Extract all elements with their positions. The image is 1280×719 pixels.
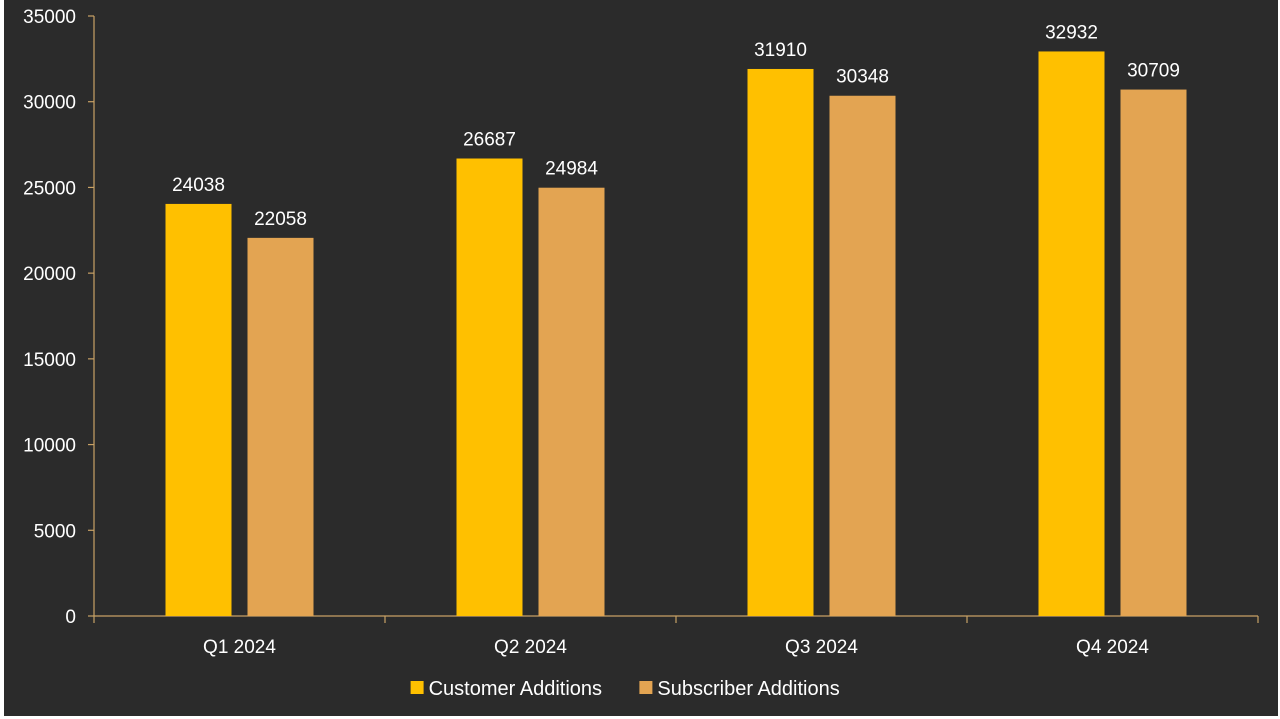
legend-swatch — [410, 681, 424, 694]
bar — [829, 95, 896, 616]
y-tick-label: 5000 — [34, 521, 76, 542]
y-axis: 0 5000 10000 15000 20000 25000 30000 35000 — [23, 7, 95, 628]
x-tick-label: Q3 2024 — [785, 637, 858, 658]
bar — [747, 68, 814, 616]
data-label: 26687 — [463, 130, 516, 151]
x-tick-label: Q1 2024 — [203, 637, 276, 658]
x-tick-label: Q4 2024 — [1076, 637, 1149, 658]
bar-chart: 0 5000 10000 15000 20000 25000 30000 35000 Q1 2… — [23, 7, 1259, 700]
y-tick-label: 35000 — [23, 7, 76, 28]
bar — [1038, 51, 1105, 617]
data-label: 24038 — [172, 175, 225, 196]
bar — [1120, 89, 1187, 616]
data-labels: 24038 22058 26687 24984 31910 30348 32932 30709 — [172, 22, 1180, 229]
x-axis: Q1 2024 Q2 2024 Q3 2024 Q4 2024 — [93, 615, 1259, 658]
bar — [538, 187, 605, 616]
y-tick-label: 0 — [65, 607, 76, 628]
data-label: 32932 — [1045, 22, 1098, 43]
x-tick-label: Q2 2024 — [494, 637, 567, 658]
y-tick-label: 25000 — [23, 178, 76, 199]
data-label: 31910 — [754, 40, 807, 61]
legend-swatch — [639, 681, 653, 694]
bar — [247, 237, 314, 616]
data-label: 24984 — [545, 159, 598, 180]
chart-area: 0 5000 10000 15000 20000 25000 30000 35000 Q1 2… — [4, 0, 1278, 716]
bar — [456, 158, 523, 616]
legend-label: Subscriber Additions — [657, 678, 839, 700]
y-tick-label: 10000 — [23, 436, 76, 457]
y-tick-label: 30000 — [23, 93, 76, 114]
y-tick-label: 15000 — [23, 350, 76, 371]
y-tick-label: 20000 — [23, 264, 76, 285]
data-label: 30348 — [836, 67, 889, 88]
bar — [165, 203, 232, 617]
data-label: 30709 — [1127, 61, 1180, 82]
legend-label: Customer Additions — [429, 678, 602, 700]
legend: Customer Additions Subscriber Additions — [410, 678, 840, 700]
bars — [165, 51, 1187, 617]
data-label: 22058 — [254, 209, 307, 230]
